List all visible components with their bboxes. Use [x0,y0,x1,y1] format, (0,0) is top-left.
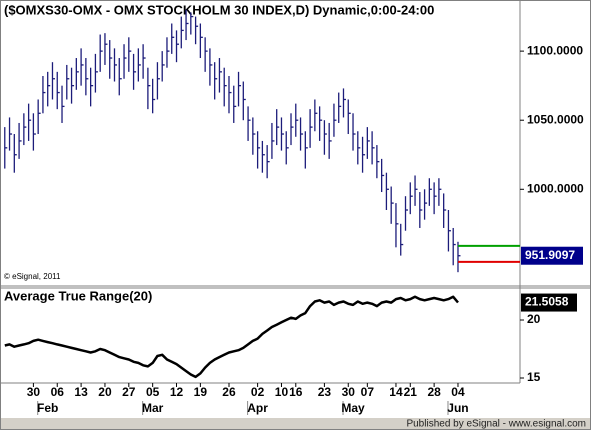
month-label: Jun [447,401,468,415]
y-tick-label: 15 [527,370,541,384]
y-tick-label: 1050.0000 [527,112,584,126]
month-label: May [341,401,365,415]
x-tick-label: 27 [122,385,136,399]
atr-line [4,295,459,379]
last-value-box [521,293,577,312]
x-tick-label: 07 [361,385,375,399]
x-tick-label: 26 [222,385,236,399]
x-tick-label: 28 [427,385,441,399]
last-value-box [521,246,583,265]
x-tick-label: 04 [451,385,465,399]
x-tick-label: 02 [251,385,265,399]
y-tick-label: 1100.0000 [527,43,583,57]
last-value-label: 21.5058 [525,295,569,309]
x-tick-label: 20 [98,385,112,399]
y-tick-label: 20 [527,312,541,326]
x-tick-label: 16 [289,385,303,399]
x-tick-label: 23 [318,385,332,399]
chart-title: ($OMXS30-OMX - OMX STOCKHOLM 30 INDEX,D)… [4,2,434,17]
month-label: Mar [142,401,164,415]
x-tick-label: 14 [389,385,403,399]
x-tick-label: 30 [342,385,356,399]
month-label: Apr [247,401,268,415]
footer: Published by eSignal - www.esignal.com [406,419,586,430]
x-tick-label: 13 [74,385,88,399]
footer-strip [0,418,591,430]
last-value-label: 951.9097 [525,248,575,262]
x-tick-label: 10 [275,385,289,399]
x-tick-label: 21 [404,385,418,399]
x-tick-label: 12 [170,385,184,399]
x-tick-label: 05 [146,385,160,399]
x-tick-label: 30 [27,385,41,399]
y-tick-label: 1000.0000 [527,181,584,195]
x-tick-label: 19 [194,385,208,399]
copyright: © eSignal, 2011 [4,272,61,281]
indicator-title: Average True Range(20) [4,288,152,303]
x-tick-label: 06 [51,385,65,399]
month-label: Feb [37,401,58,415]
